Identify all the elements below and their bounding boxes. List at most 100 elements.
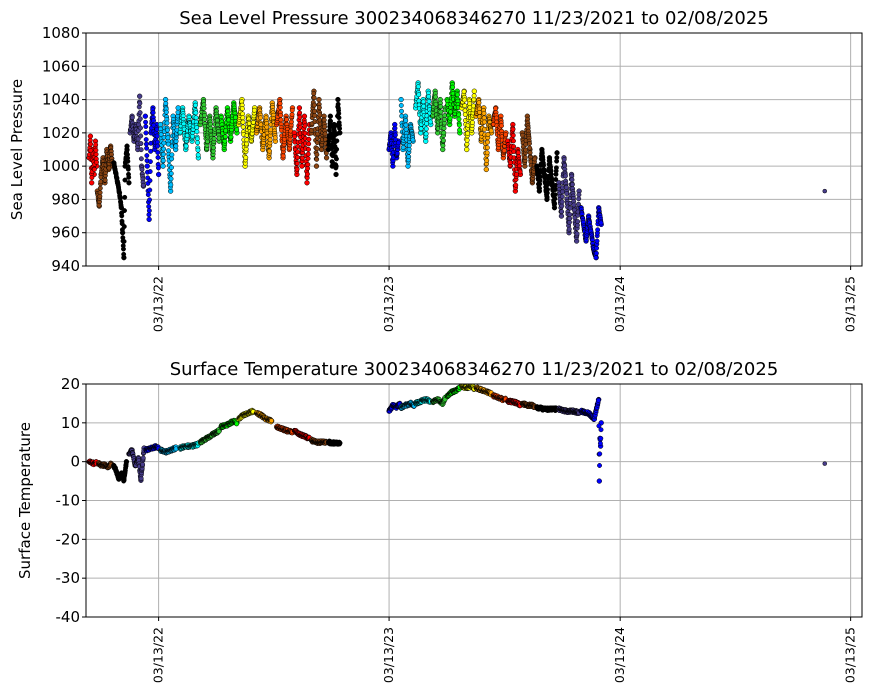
data-point: [312, 108, 318, 114]
data-point: [416, 98, 422, 104]
data-point: [87, 133, 94, 139]
data-point: [483, 166, 489, 173]
surface-temperature-chart: -40 -30 -20 -10 0 10 20 03/13/22 03/13/23 03/13/2…: [16, 359, 863, 683]
data-point: [211, 136, 217, 142]
data-point: [314, 156, 320, 162]
data-point: [597, 463, 602, 468]
data-point: [462, 103, 468, 109]
data-point: [202, 116, 208, 122]
data-point: [562, 173, 568, 179]
data-point: [317, 112, 323, 118]
data-point: [398, 96, 404, 103]
data-point: [277, 104, 283, 110]
data-point: [311, 102, 317, 108]
data-point: [216, 429, 222, 434]
data-point: [554, 155, 560, 161]
data-point: [334, 146, 340, 152]
data-point: [155, 165, 161, 171]
data-point: [195, 147, 201, 153]
x-tick-label: 03/13/24: [612, 627, 627, 683]
data-point: [305, 151, 311, 157]
data-point: [511, 138, 516, 144]
data-point: [499, 123, 504, 129]
data-point: [553, 177, 559, 182]
y-tick-label: 1060: [42, 57, 80, 75]
data-point: [142, 113, 149, 119]
data-point: [284, 117, 290, 123]
data-point: [337, 126, 343, 131]
data-point: [125, 158, 131, 164]
data-point: [175, 105, 181, 111]
data-point: [563, 184, 569, 190]
data-point: [333, 171, 339, 178]
data-point: [305, 162, 311, 167]
data-point: [457, 127, 463, 133]
data-point: [98, 179, 104, 185]
data-point: [523, 147, 529, 153]
data-point: [138, 133, 144, 139]
x-tick-label: 03/13/22: [151, 276, 166, 332]
data-point: [125, 166, 131, 172]
data-point: [161, 146, 167, 152]
y-tick-label: -20: [56, 530, 81, 548]
y-tick-label: 960: [51, 224, 80, 242]
data-point: [541, 162, 547, 168]
data-series: [444, 384, 463, 400]
data-point: [564, 191, 570, 196]
data-series: [274, 423, 296, 436]
data-point: [424, 121, 429, 127]
data-point: [327, 113, 334, 119]
data-series: [197, 96, 222, 161]
data-point: [143, 119, 149, 125]
data-point: [501, 147, 507, 153]
data-series: [490, 105, 509, 161]
data-series: [197, 427, 222, 446]
data-point: [244, 137, 250, 143]
data-point: [333, 163, 339, 169]
data-point: [560, 189, 565, 195]
data-series: [386, 121, 402, 169]
data-point: [304, 171, 310, 177]
data-point: [216, 135, 222, 141]
data-point: [234, 127, 240, 133]
data-series: [143, 443, 162, 454]
data-point: [575, 219, 581, 225]
data-series: [218, 417, 240, 431]
data-point: [144, 153, 150, 158]
data-point: [155, 150, 161, 155]
data-point: [336, 111, 342, 116]
data-point: [193, 115, 199, 121]
data-point: [294, 161, 300, 166]
data-series: [94, 143, 116, 209]
data-point: [138, 156, 144, 162]
data-point: [106, 165, 112, 171]
data-point: [395, 140, 401, 146]
x-tick-label: 03/13/25: [843, 276, 858, 332]
y-axis-label: Sea Level Pressure: [8, 79, 26, 220]
data-point: [139, 167, 145, 172]
data-point: [195, 140, 200, 146]
data-series: [822, 188, 827, 194]
data-point: [267, 148, 272, 154]
data-point: [147, 178, 153, 184]
data-point: [314, 152, 320, 158]
data-point: [93, 151, 99, 157]
data-series: [534, 146, 560, 211]
data-point: [267, 137, 273, 143]
data-point: [163, 109, 169, 115]
data-point: [251, 107, 257, 113]
data-point: [462, 97, 468, 103]
data-series: [325, 96, 343, 178]
data-point: [513, 171, 519, 177]
data-series: [253, 409, 275, 425]
data-point: [278, 112, 284, 118]
data-point: [137, 93, 143, 99]
data-point: [313, 163, 320, 169]
data-point: [561, 156, 567, 162]
data-series: [556, 155, 582, 244]
data-point: [334, 138, 340, 144]
data-point: [493, 106, 499, 111]
data-point: [201, 105, 207, 111]
data-point: [154, 133, 160, 139]
